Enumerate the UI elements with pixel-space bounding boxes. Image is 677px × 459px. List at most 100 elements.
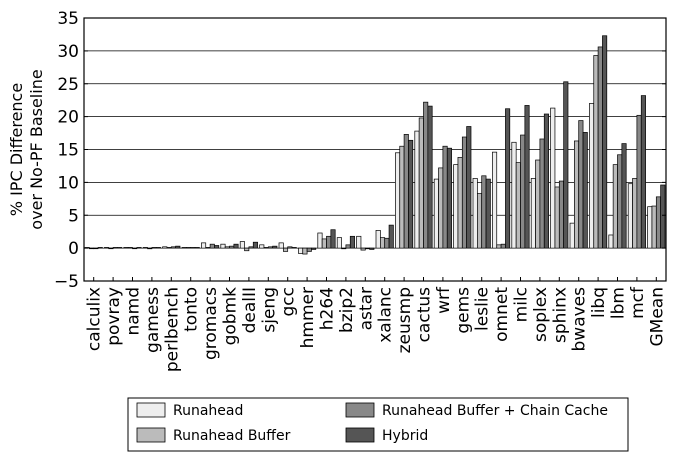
bar-bzip2-hybrid bbox=[349, 235, 355, 249]
bar-calculix-runahead-buffer-chain-cache bbox=[93, 247, 99, 250]
x-tick-label: libq bbox=[589, 287, 609, 318]
bar-omnet-runahead-buffer-chain-cache bbox=[500, 243, 506, 249]
y-tick-label: 25 bbox=[57, 75, 79, 95]
bar-wrf-runahead-buffer-chain-cache bbox=[442, 145, 448, 249]
bar-povray-runahead-buffer bbox=[108, 247, 114, 250]
x-tick-label: sphinx bbox=[550, 287, 570, 343]
bar-sphinx-hybrid bbox=[563, 81, 569, 249]
y-axis-title-line: over No-PF Baseline bbox=[27, 69, 46, 229]
bar-perlbench-runahead-buffer bbox=[166, 247, 172, 249]
bar-gems-runahead-buffer-chain-cache bbox=[461, 136, 467, 249]
bar-leslie-hybrid bbox=[485, 178, 491, 249]
bar-namd-runahead-buffer bbox=[127, 247, 133, 249]
bar-milc-runahead-buffer-chain-cache bbox=[520, 134, 526, 249]
bar-perlbench-hybrid bbox=[175, 245, 181, 249]
bar-libq-hybrid bbox=[602, 35, 608, 249]
bar-gcc-runahead bbox=[278, 242, 284, 249]
bar-gamess-runahead-buffer-chain-cache bbox=[151, 247, 157, 249]
bar-gmean-runahead-buffer-chain-cache bbox=[655, 196, 661, 249]
x-tick-label: sjeng bbox=[259, 287, 279, 333]
bar-wrf-runahead-buffer bbox=[438, 167, 444, 249]
y-tick-label: 0 bbox=[68, 239, 79, 259]
bar-gobmk-hybrid bbox=[233, 243, 239, 249]
bar-soplex-hybrid bbox=[543, 113, 549, 249]
x-tick-label: lbm bbox=[609, 287, 629, 319]
bar-gems-runahead bbox=[453, 164, 459, 249]
bar-gromacs-runahead bbox=[201, 242, 207, 249]
x-tick-label: h264 bbox=[318, 287, 338, 330]
bar-bzip2-runahead-buffer-chain-cache bbox=[345, 244, 351, 249]
x-tick-label: perlbench bbox=[162, 287, 182, 372]
x-tick-label: GMean bbox=[647, 287, 667, 347]
bar-perlbench-runahead-buffer-chain-cache bbox=[170, 246, 177, 249]
bar-zeusmp-hybrid bbox=[408, 139, 414, 249]
x-tick-label: calculix bbox=[85, 287, 105, 351]
bar-xalanc-hybrid bbox=[388, 224, 394, 249]
y-axis: −5 0 5 10 15 20 25 30 35 bbox=[54, 9, 666, 292]
y-axis-title-line: % IPC Difference bbox=[7, 83, 26, 216]
bar-hmmer-hybrid bbox=[311, 247, 317, 250]
bar-h264-runahead-buffer bbox=[321, 238, 327, 249]
y-tick-label: 15 bbox=[57, 141, 79, 161]
x-tick-label: xalanc bbox=[376, 287, 396, 343]
bar-bzip2-runahead bbox=[336, 237, 342, 249]
bar-povray-hybrid bbox=[117, 247, 123, 249]
y-tick-label: 20 bbox=[57, 108, 79, 128]
bar-namd-runahead-buffer-chain-cache bbox=[132, 247, 138, 250]
x-tick-label: namd bbox=[124, 287, 144, 336]
bar-dealii-runahead-buffer-chain-cache bbox=[248, 246, 254, 249]
bar-gobmk-runahead bbox=[220, 243, 226, 249]
bar-zeusmp-runahead-buffer-chain-cache bbox=[403, 134, 409, 249]
bar-tonto-hybrid bbox=[194, 247, 200, 249]
bar-bzip2-runahead-buffer bbox=[341, 247, 347, 250]
bar-gamess-runahead bbox=[142, 247, 148, 249]
bar-libq-runahead bbox=[589, 103, 595, 249]
bar-milc-runahead bbox=[511, 141, 517, 249]
bar-astar-hybrid bbox=[369, 247, 375, 250]
bar-tonto-runahead-buffer bbox=[186, 247, 192, 249]
bar-bwaves-runahead bbox=[569, 222, 575, 249]
bar-cactus-runahead bbox=[414, 130, 420, 249]
bar-omnet-runahead-buffer bbox=[496, 244, 502, 249]
legend: Runahead Runahead Buffer Runahead Buffer +… bbox=[127, 397, 629, 452]
y-tick-label: −5 bbox=[54, 272, 79, 292]
x-tick-label: astar bbox=[356, 287, 376, 330]
bar-sjeng-runahead-buffer-chain-cache bbox=[267, 246, 273, 249]
legend-swatch bbox=[345, 427, 375, 443]
x-tick-label: hmmer bbox=[298, 287, 318, 348]
x-tick-label: soplex bbox=[531, 287, 551, 342]
bar-milc-runahead-buffer bbox=[515, 162, 521, 249]
bar-perlbench-runahead bbox=[162, 246, 168, 249]
bar-bwaves-hybrid bbox=[582, 132, 588, 249]
bar-tonto-runahead-buffer-chain-cache bbox=[190, 247, 196, 249]
bar-hmmer-runahead bbox=[298, 247, 304, 254]
bar-xalanc-runahead-buffer-chain-cache bbox=[384, 237, 390, 249]
bar-gmean-runahead-buffer bbox=[651, 205, 657, 249]
bar-mcf-hybrid bbox=[640, 95, 646, 249]
legend-label: Runahead bbox=[173, 403, 243, 419]
bar-gromacs-runahead-buffer bbox=[205, 247, 211, 249]
bar-gcc-runahead-buffer bbox=[283, 247, 289, 252]
bar-sphinx-runahead-buffer-chain-cache bbox=[558, 180, 564, 249]
bar-sphinx-runahead-buffer bbox=[554, 186, 560, 249]
bar-bwaves-runahead-buffer bbox=[573, 140, 580, 249]
bar-cactus-hybrid bbox=[427, 105, 433, 249]
x-tick-label: leslie bbox=[473, 287, 493, 331]
bar-soplex-runahead bbox=[530, 178, 536, 249]
bar-namd-runahead bbox=[123, 247, 129, 249]
bar-lbm-runahead-buffer-chain-cache bbox=[617, 154, 623, 249]
bar-calculix-runahead-buffer bbox=[88, 247, 95, 250]
bar-gamess-hybrid bbox=[155, 247, 161, 249]
y-tick-label: 30 bbox=[57, 42, 79, 62]
bar-namd-hybrid bbox=[136, 247, 142, 249]
bar-sjeng-runahead-buffer bbox=[263, 247, 269, 249]
x-tick-label: cactus bbox=[415, 287, 435, 343]
bar-dealii-runahead-buffer bbox=[244, 247, 250, 252]
x-tick-label: mcf bbox=[628, 286, 648, 319]
bar-omnet-runahead bbox=[492, 151, 498, 249]
bar-dealii-hybrid bbox=[252, 241, 258, 249]
bar-sjeng-runahead bbox=[259, 244, 265, 249]
legend-swatch bbox=[136, 427, 166, 443]
